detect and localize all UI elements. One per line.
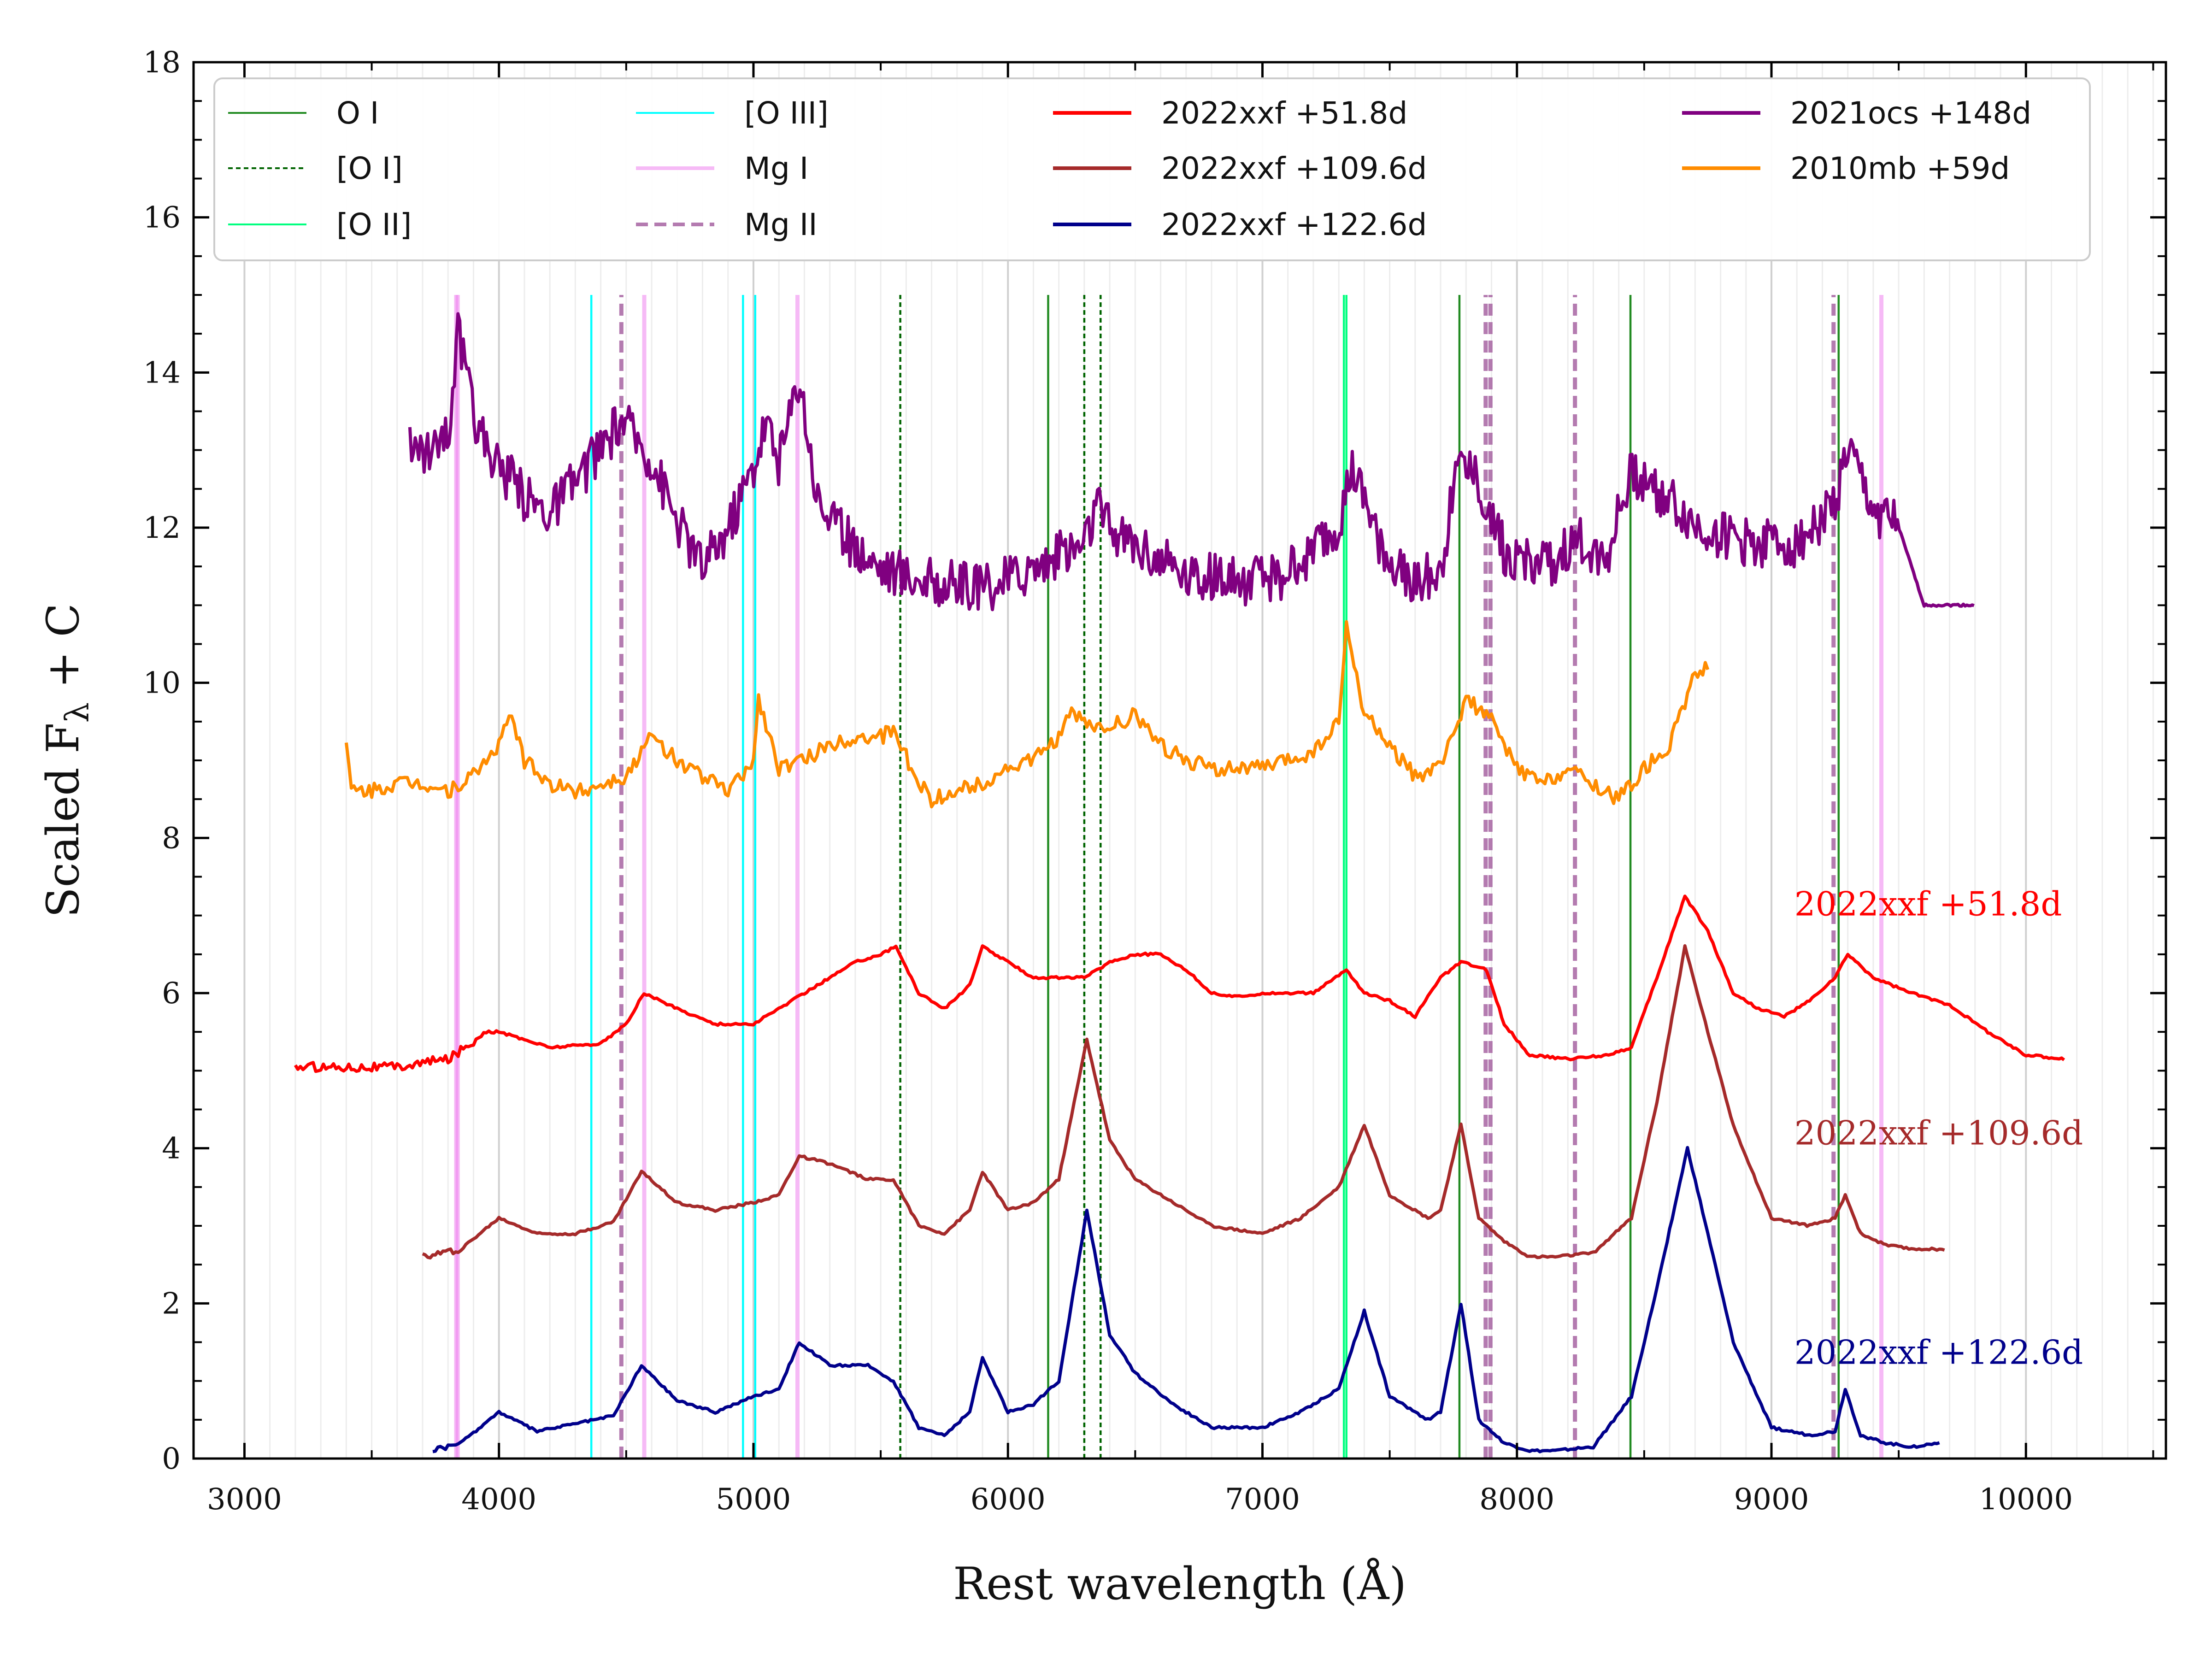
legend-label-2022xxf-122-6d: 2022xxf +122.6d xyxy=(1161,207,1427,242)
legend-label-mg-ii: Mg II xyxy=(744,207,818,242)
line-markers xyxy=(454,295,1884,1459)
y-tick-label: 2 xyxy=(162,1287,181,1321)
legend-label-mg-i: Mg I xyxy=(744,151,808,186)
legend-item-o-iii: [O III] xyxy=(636,95,829,131)
legend-item-2021ocs-148d: 2021ocs +148d xyxy=(1682,95,2031,131)
y-tick-label: 0 xyxy=(162,1442,181,1476)
legend-item-o-i: [O I] xyxy=(228,151,403,186)
spectra-series xyxy=(294,312,2065,1453)
series-2022xxf-109-6d xyxy=(422,944,1945,1260)
x-tick-label: 4000 xyxy=(461,1483,536,1517)
series-2021ocs-148d xyxy=(408,312,1975,612)
series-labels: 2022xxf +51.8d 2022xxf +109.6d 2022xxf +12… xyxy=(1794,885,2083,1372)
legend-label-2022xxf-51-8d: 2022xxf +51.8d xyxy=(1161,95,1407,131)
y-tick-label: 18 xyxy=(143,46,181,80)
series-2022xxf-51-8d xyxy=(294,894,2065,1073)
legend-item-2022xxf-122-6d: 2022xxf +122.6d xyxy=(1053,207,1427,242)
y-tick-label: 8 xyxy=(162,821,181,855)
axis-ticks: 3000 4000 5000 6000 7000 8000 9000 10000 0 2 4 6 8 10… xyxy=(143,46,2166,1517)
legend: O I [O I] [O II] [O III] Mg I Mg II 2022xxf +5… xyxy=(213,77,2091,261)
series-label-2022xxf-51-8d: 2022xxf +51.8d xyxy=(1794,885,2062,924)
legend-label-o-i: [O I] xyxy=(336,151,403,186)
series-2010mb-59d xyxy=(344,620,1710,809)
y-tick-label: 6 xyxy=(162,977,181,1011)
legend-label-2010mb-59d: 2010mb +59d xyxy=(1790,151,2010,186)
y-tick-label: 4 xyxy=(162,1132,181,1166)
series-2022xxf-122-6d xyxy=(432,1146,1940,1453)
legend-item-o-ii: [O II] xyxy=(228,207,412,242)
legend-item-2022xxf-51-8d: 2022xxf +51.8d xyxy=(1053,95,1407,131)
y-axis-title: Scaled Fλ + C xyxy=(37,603,96,918)
x-tick-label: 9000 xyxy=(1734,1483,1809,1517)
y-tick-label: 10 xyxy=(143,666,181,700)
legend-item-2022xxf-109-6d: 2022xxf +109.6d xyxy=(1053,151,1427,186)
x-tick-label: 3000 xyxy=(207,1483,282,1517)
x-tick-label: 10000 xyxy=(1979,1483,2073,1517)
x-tick-label: 5000 xyxy=(716,1483,791,1517)
x-tick-label: 7000 xyxy=(1225,1483,1300,1517)
grid xyxy=(243,62,2154,1459)
legend-label-2021ocs-148d: 2021ocs +148d xyxy=(1790,95,2031,131)
legend-item-o-i: O I xyxy=(228,95,379,131)
y-tick-label: 16 xyxy=(143,201,181,235)
y-axis-title-main: Scaled F xyxy=(37,723,89,918)
series-label-2022xxf-122-6d: 2022xxf +122.6d xyxy=(1794,1333,2083,1372)
legend-entries: O I [O I] [O II] [O III] Mg I Mg II 2022xxf +5… xyxy=(228,95,2031,242)
legend-label-o-iii: [O III] xyxy=(744,95,829,131)
legend-item-mg-i: Mg I xyxy=(636,151,808,186)
series-label-2022xxf-109-6d: 2022xxf +109.6d xyxy=(1794,1113,2083,1152)
y-axis-title-subscript: λ xyxy=(59,702,96,723)
legend-label-2022xxf-109-6d: 2022xxf +109.6d xyxy=(1161,151,1427,186)
x-axis-title: Rest wavelength (Å) xyxy=(953,1558,1406,1610)
x-tick-label: 6000 xyxy=(971,1483,1046,1517)
legend-frame xyxy=(213,77,2091,261)
y-axis-title-tail: + C xyxy=(37,603,89,702)
legend-item-mg-ii: Mg II xyxy=(636,207,818,242)
legend-label-o-i: O I xyxy=(336,95,379,131)
legend-item-2010mb-59d: 2010mb +59d xyxy=(1682,151,2010,186)
legend-label-o-ii: [O II] xyxy=(336,207,412,242)
x-tick-label: 8000 xyxy=(1479,1483,1554,1517)
y-tick-label: 12 xyxy=(143,511,181,545)
y-tick-label: 14 xyxy=(143,356,181,390)
